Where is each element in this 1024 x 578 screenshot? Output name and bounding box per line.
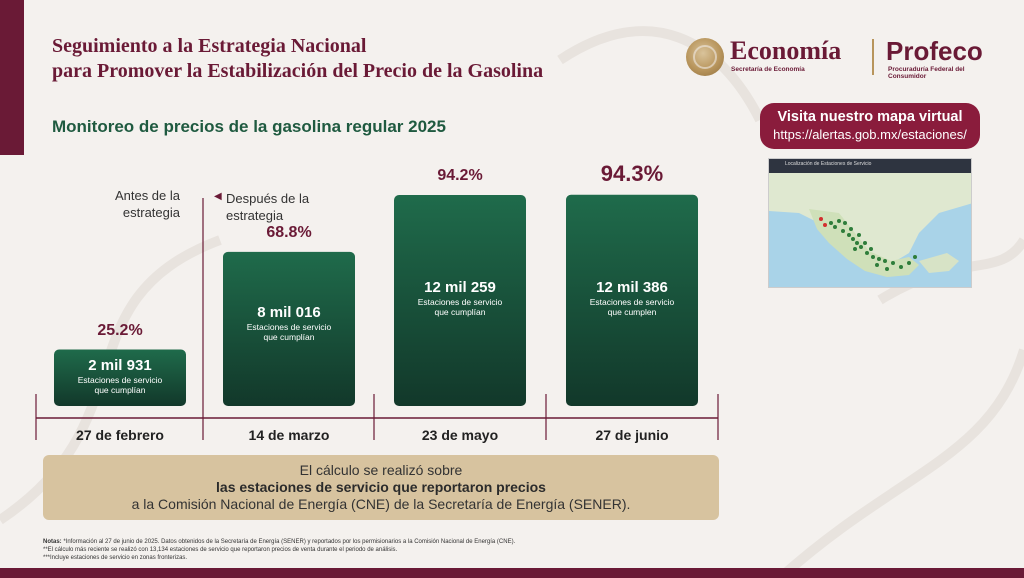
bar-station-count-3: 12 mil 259	[424, 278, 496, 296]
annotation-before-strategy: Antes de la estrategia	[114, 188, 180, 220]
title-line-2: para Promover la Estabilización del Prec…	[52, 60, 544, 82]
bars-layer	[54, 194, 698, 406]
bar-3	[394, 194, 526, 406]
map-link-label: Visita nuestro mapa virtual	[777, 109, 963, 125]
government-logos: Economía Secretaría de Economía Profeco …	[686, 36, 996, 80]
logo-divider	[872, 39, 874, 75]
annotation-after-strategy: Después de la estrategia	[226, 191, 310, 223]
title-line-1: Seguimiento a la Estrategia Nacional	[52, 35, 367, 57]
bar-station-label-3: 12 mil 259 Estaciones de servicio que cump…	[394, 279, 526, 317]
national-seal-icon	[686, 38, 724, 76]
footnote-1: Notas: *Información al 27 de junio de 20…	[43, 539, 516, 545]
note-line-2: las estaciones de servicio que reportaro…	[216, 479, 546, 495]
footnote-3: ***Incluye estaciones de servicio en zon…	[43, 555, 188, 561]
bar-station-caption-4: Estaciones de servicio que cumplen	[589, 296, 675, 317]
bar-station-count-1: 2 mil 931	[88, 356, 152, 374]
bar-1	[54, 349, 186, 406]
bar-station-count-2: 8 mil 016	[257, 303, 321, 321]
arrow-left-icon: ◀	[214, 191, 222, 202]
note-line-1: El cálculo se realizó sobre	[299, 462, 463, 478]
calculation-note: El cálculo se realizó sobre las estacion…	[43, 455, 719, 520]
bar-4	[566, 194, 698, 406]
map-title: Localización de Estaciones de Servicio	[785, 161, 872, 167]
bar-value-label-1: 25.2%	[97, 321, 143, 339]
economia-logo-name: Economía	[730, 36, 842, 65]
economia-logo-sub: Secretaría de Economía	[731, 66, 805, 73]
page-title: Seguimiento a la Estrategia Nacional par…	[52, 34, 543, 84]
x-tick-label-4: 27 de junio	[595, 427, 669, 443]
bottom-brand-stripe	[0, 568, 1024, 578]
bar-2	[223, 251, 355, 406]
bar-value-label-2: 68.8%	[266, 223, 312, 241]
note-line-3: a la Comisión Nacional de Energía (CNE) …	[131, 496, 631, 512]
bar-station-caption-3: Estaciones de servicio que cumplían	[417, 296, 503, 317]
bar-value-label-4: 94.3%	[600, 160, 664, 186]
profeco-logo-sub: Procuraduría Federal del Consumidor	[888, 66, 965, 80]
map-link-url[interactable]: https://alertas.gob.mx/estaciones/	[773, 127, 967, 142]
bar-station-count-4: 12 mil 386	[596, 278, 668, 296]
bar-station-label-4: 12 mil 386 Estaciones de servicio que cump…	[566, 279, 698, 317]
map-thumbnail[interactable]: Localización de Estaciones de Servicio	[768, 158, 972, 288]
bar-station-label-1: 2 mil 931 Estaciones de servicio que cumpl…	[54, 357, 186, 395]
map-toolbar: Localización de Estaciones de Servicio	[769, 159, 971, 173]
bar-station-caption-2: Estaciones de servicio que cumplían	[246, 321, 332, 342]
left-brand-stripe	[0, 0, 24, 155]
chart-subtitle: Monitoreo de precios de la gasolina regu…	[52, 117, 446, 136]
profeco-logo-name: Profeco	[886, 36, 983, 66]
bar-value-label-3: 94.2%	[437, 166, 483, 184]
footnotes: Notas: *Información al 27 de junio de 20…	[43, 538, 943, 562]
x-tick-label-3: 23 de mayo	[421, 427, 499, 443]
bar-station-label-2: 8 mil 016 Estaciones de servicio que cumpl…	[223, 304, 355, 342]
footnote-2: **El cálculo más reciente se realizó con…	[43, 547, 398, 553]
bar-station-caption-1: Estaciones de servicio que cumplían	[77, 374, 163, 395]
map-link-pill[interactable]: Visita nuestro mapa virtual https://aler…	[760, 103, 980, 149]
map-image	[769, 173, 971, 287]
x-tick-label-2: 14 de marzo	[248, 427, 330, 443]
x-tick-label-1: 27 de febrero	[76, 427, 164, 443]
